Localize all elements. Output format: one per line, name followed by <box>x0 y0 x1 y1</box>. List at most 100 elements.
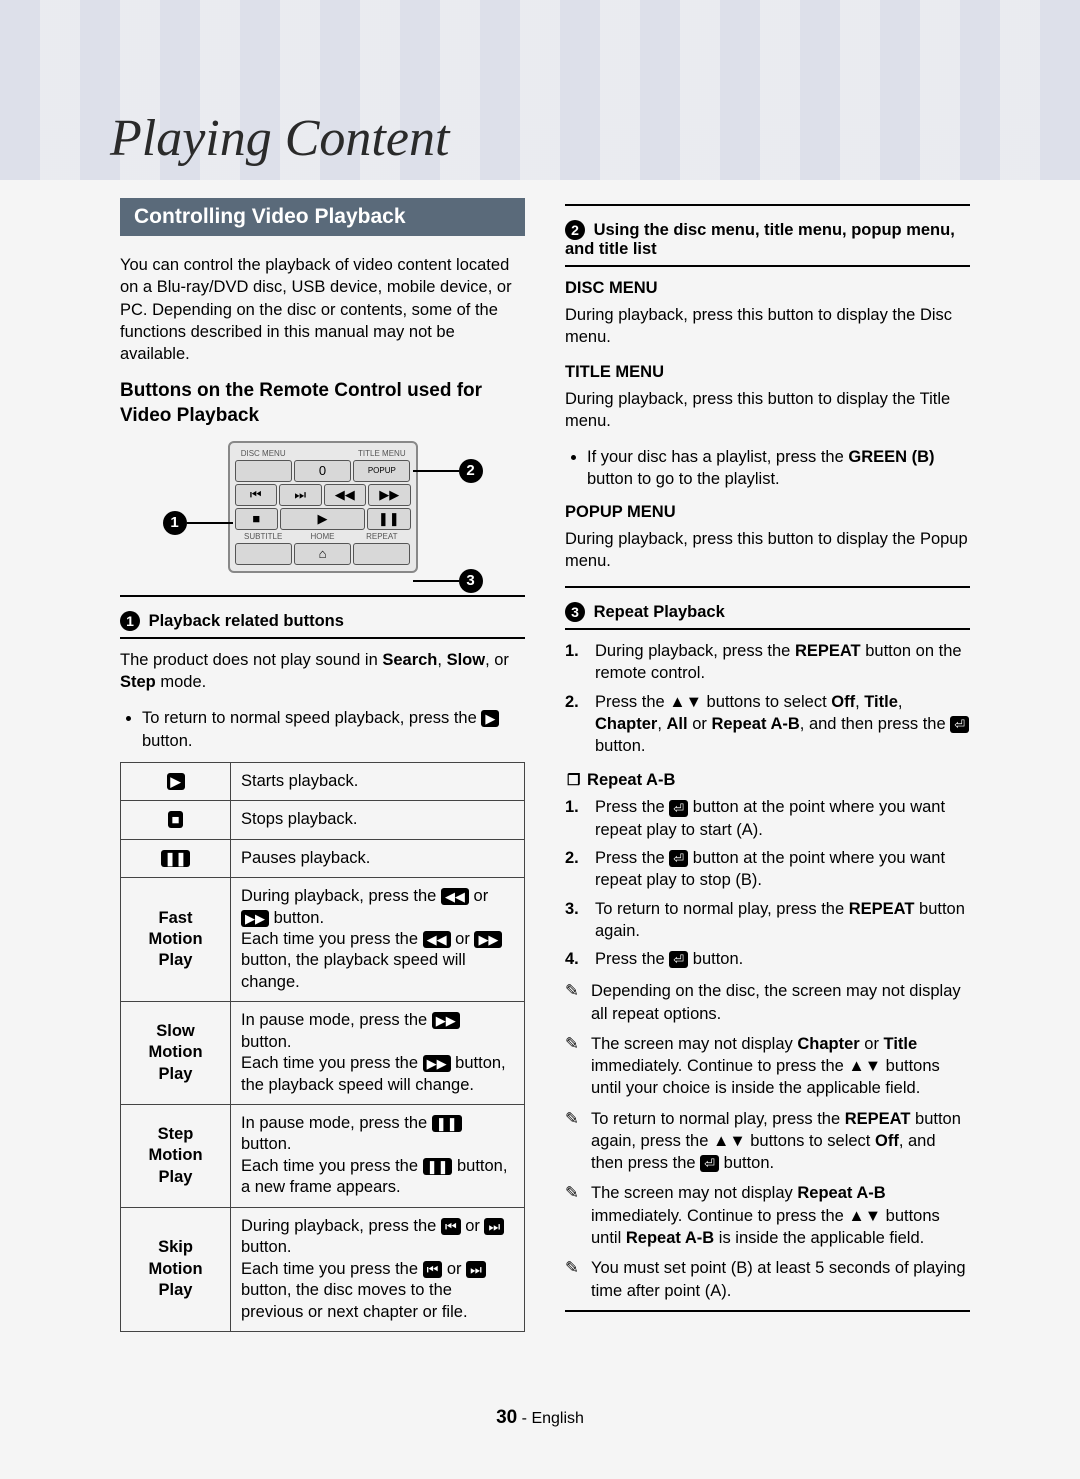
list-item: 1. Press the ⏎ button at the point where… <box>565 796 970 841</box>
sec2-heading: 2 Using the disc menu, title menu, popup… <box>565 220 970 259</box>
cell: Starts playback. <box>231 762 525 800</box>
disc-menu-para: During playback, press this button to di… <box>565 304 970 349</box>
callout-badge: 2 <box>459 459 483 483</box>
text: or <box>442 1260 466 1278</box>
text: If your disc has a playlist, press the <box>587 448 848 466</box>
text: button, the disc moves to the previous o… <box>241 1281 468 1320</box>
page-language: - English <box>522 1410 584 1427</box>
list-item: 4. Press the ⏎ button. <box>565 948 970 970</box>
cell-label: Step Motion Play <box>121 1105 231 1208</box>
text: Off <box>831 693 855 711</box>
text: mode. <box>156 673 206 691</box>
text: The product does not play sound in <box>120 651 382 669</box>
playback-table: ▶ Starts playback. ■ Stops playback. ❚❚ … <box>120 762 525 1332</box>
list-item: 2. Press the ▲▼ buttons to select Off, T… <box>565 691 970 758</box>
note-item: Depending on the disc, the screen may no… <box>565 980 970 1025</box>
text: REPEAT <box>795 642 861 660</box>
next-icon: ⏭ <box>466 1261 486 1278</box>
prev-icon: ⏮ <box>423 1261 443 1278</box>
note-item: The screen may not display Chapter or Ti… <box>565 1033 970 1100</box>
table-row: ▶ Starts playback. <box>121 762 525 800</box>
sec2-title: Using the disc menu, title menu, popup m… <box>565 221 955 258</box>
stop-icon: ■ <box>168 811 184 828</box>
note-item: You must set point (B) at least 5 second… <box>565 1257 970 1302</box>
popup-menu-heading: POPUP MENU <box>565 503 970 522</box>
ffwd-icon: ▶▶ <box>474 931 502 948</box>
list-item: 1. During playback, press the REPEAT but… <box>565 640 970 685</box>
enter-icon: ⏎ <box>669 800 688 817</box>
text: Each time you press the <box>241 930 423 948</box>
enter-icon: ⏎ <box>669 850 688 867</box>
sec3-title: Repeat Playback <box>594 603 725 621</box>
text: button, the playback speed will change. <box>241 951 466 990</box>
text: All <box>667 715 688 733</box>
remote-button <box>235 460 292 482</box>
text: Repeat A-B <box>711 715 799 733</box>
section-heading: Controlling Video Playback <box>120 198 525 236</box>
text: Press the <box>595 849 669 867</box>
text: , and then press the <box>800 715 950 733</box>
text: button to go to the playlist. <box>587 470 780 488</box>
text: button. <box>241 1033 291 1051</box>
cell-label: Slow Motion Play <box>121 1002 231 1105</box>
cell-label: Skip Motion Play <box>121 1207 231 1331</box>
remote-button: ❚❚ <box>367 508 411 530</box>
text: button. <box>241 1238 291 1256</box>
remote-button: ⏮ <box>235 484 278 506</box>
rewind-icon: ◀◀ <box>423 931 451 948</box>
text: During playback, press the <box>241 1217 441 1235</box>
text: Title <box>884 1035 918 1053</box>
table-row: Slow Motion Play In pause mode, press th… <box>121 1002 525 1105</box>
bullet: To return to normal speed playback, pres… <box>142 707 525 752</box>
text: or <box>469 887 488 905</box>
text: , <box>855 693 864 711</box>
sec1-title: Playback related buttons <box>149 612 344 630</box>
table-row: Step Motion Play In pause mode, press th… <box>121 1105 525 1208</box>
text: GREEN (B) <box>848 448 934 466</box>
sec3-heading: 3 Repeat Playback <box>565 602 970 622</box>
callout-3: 3 <box>413 569 483 593</box>
text: Press the <box>595 950 669 968</box>
list-item: 3. To return to normal play, press the R… <box>565 898 970 943</box>
text: button. <box>269 909 324 927</box>
text: Each time you press the <box>241 1054 423 1072</box>
rewind-icon: ◀◀ <box>441 888 469 905</box>
text: During playback, press the <box>241 887 441 905</box>
text: button. <box>595 737 645 755</box>
callout-2: 2 <box>413 459 483 483</box>
title-menu-para: During playback, press this button to di… <box>565 388 970 433</box>
remote-button: ■ <box>235 508 279 530</box>
ffwd-icon: ▶▶ <box>423 1055 451 1072</box>
text: The screen may not display <box>591 1184 797 1202</box>
cell: During playback, press the ◀◀ or ▶▶ butt… <box>231 878 525 1002</box>
text: To return to normal speed playback, pres… <box>142 709 481 727</box>
text: In pause mode, press the <box>241 1011 432 1029</box>
text: immediately. Continue to press the ▲▼ bu… <box>591 1057 940 1097</box>
chapter-title: Playing Content <box>110 109 449 180</box>
cell: During playback, press the ⏮ or ⏭ button… <box>231 1207 525 1331</box>
enter-icon: ⏎ <box>700 1155 719 1172</box>
text: REPEAT <box>845 1110 911 1128</box>
text: or <box>451 930 475 948</box>
pause-icon: ❚❚ <box>432 1115 462 1132</box>
remote-label: REPEAT <box>352 532 411 541</box>
repeat-ab-heading: ❐ Repeat A-B <box>565 771 970 790</box>
list-item: 2. Press the ⏎ button at the point where… <box>565 847 970 892</box>
text: Step <box>120 673 156 691</box>
num-badge: 3 <box>565 602 585 622</box>
remote-button: ⌂ <box>294 543 351 565</box>
disc-menu-heading: DISC MENU <box>565 279 970 298</box>
play-icon: ▶ <box>481 710 499 727</box>
enter-icon: ⏎ <box>950 716 969 733</box>
text: , <box>657 715 666 733</box>
remote-subheading: Buttons on the Remote Control used for V… <box>120 379 525 428</box>
popup-menu-para: During playback, press this button to di… <box>565 528 970 573</box>
text: is inside the applicable field. <box>714 1229 924 1247</box>
text: Search <box>382 651 437 669</box>
text: Each time you press the <box>241 1157 423 1175</box>
remote-label: HOME <box>293 532 352 541</box>
pause-icon: ❚❚ <box>423 1158 453 1175</box>
ffwd-icon: ▶▶ <box>432 1012 460 1029</box>
text: button. <box>241 1135 291 1153</box>
sec1-para: The product does not play sound in Searc… <box>120 649 525 694</box>
